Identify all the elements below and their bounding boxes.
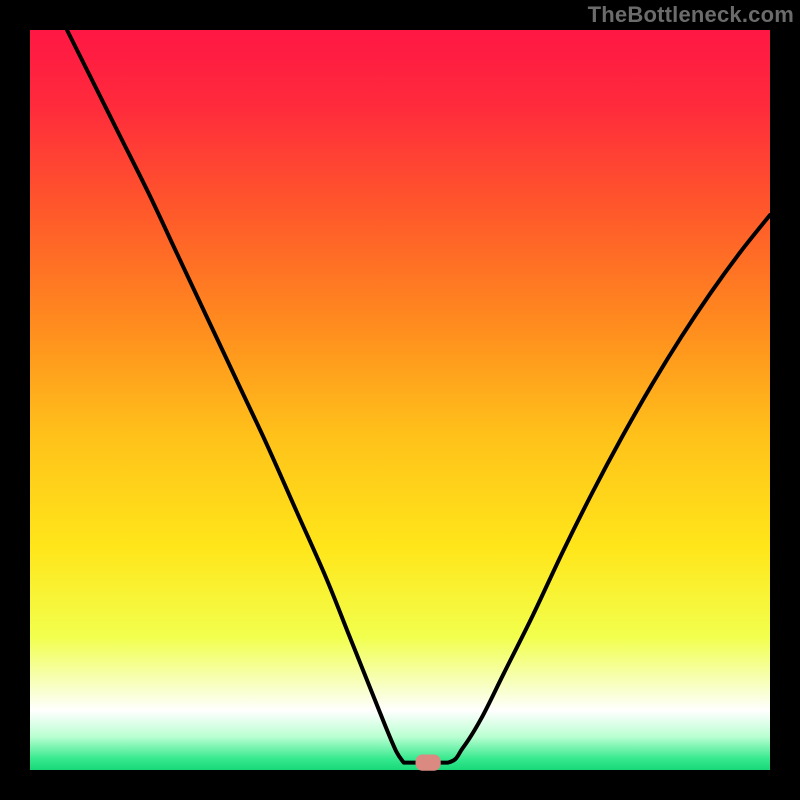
chart-stage: { "meta": { "watermark_text": "TheBottle… [0,0,800,800]
plot-background [30,30,770,770]
bottleneck-chart [0,0,800,800]
optimum-marker [416,754,441,770]
watermark-text: TheBottleneck.com [588,2,794,28]
